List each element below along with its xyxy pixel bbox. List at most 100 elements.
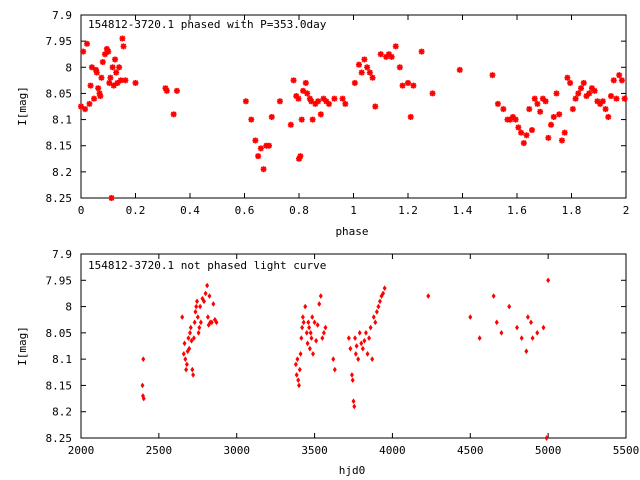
phased-data-point xyxy=(80,48,87,55)
phased-data-point xyxy=(605,113,612,120)
unphased-data-point xyxy=(141,395,146,402)
unphased-data-point xyxy=(184,361,189,368)
unphased-data-point xyxy=(190,366,195,373)
unphased-data-point xyxy=(198,303,203,310)
unphased-x-axis-label: hjd0 xyxy=(339,464,366,477)
phased-data-point xyxy=(342,100,349,107)
phased-data-point xyxy=(276,98,283,105)
phased-data-point xyxy=(308,98,315,105)
unphased-data-point xyxy=(191,335,196,341)
unphased-data-point xyxy=(300,314,305,320)
unphased-data-point xyxy=(352,403,357,410)
unphased-y-tick-label: 8.2 xyxy=(52,406,72,419)
unphased-data-point xyxy=(298,351,303,357)
phased-data-point xyxy=(107,74,114,81)
phased-data-point xyxy=(87,82,94,89)
phased-y-tick-label: 8.25 xyxy=(46,192,73,205)
unphased-data-point xyxy=(360,345,365,352)
phased-data-point xyxy=(558,137,565,144)
phased-data-point xyxy=(385,51,392,58)
phased-data-point xyxy=(569,106,576,113)
phased-data-point xyxy=(355,61,362,68)
unphased-data-point xyxy=(494,319,499,326)
phased-data-point xyxy=(96,90,103,97)
unphased-data-point xyxy=(350,377,355,383)
unphased-data-point xyxy=(371,314,376,320)
unphased-data-point xyxy=(332,366,337,373)
phased-data-point xyxy=(610,77,617,84)
unphased-data-point xyxy=(198,319,203,326)
phased-data-points xyxy=(78,35,628,201)
phased-data-point xyxy=(325,100,332,107)
unphased-data-point xyxy=(294,372,299,378)
phased-data-point xyxy=(86,100,93,107)
unphased-y-tick-label: 8.1 xyxy=(52,353,72,366)
phased-data-point xyxy=(599,98,606,105)
phased-data-point xyxy=(290,77,297,84)
phased-data-point xyxy=(252,137,259,144)
phased-data-point xyxy=(97,93,104,100)
unphased-data-point xyxy=(363,330,368,336)
unphased-x-tick-label: 5000 xyxy=(535,444,562,457)
unphased-data-point xyxy=(308,330,313,336)
phased-data-point xyxy=(108,195,115,201)
unphased-data-point xyxy=(365,351,370,357)
phased-data-point xyxy=(293,93,300,100)
unphased-data-point xyxy=(351,398,356,405)
phased-data-point xyxy=(542,98,549,105)
phased-data-point xyxy=(526,106,533,113)
phased-plot-frame xyxy=(80,14,627,199)
phased-data-point xyxy=(83,40,90,47)
phased-data-point xyxy=(621,95,628,102)
phased-data-point xyxy=(255,153,262,160)
unphased-data-point xyxy=(303,303,308,310)
unphased-data-point xyxy=(530,335,535,341)
unphased-data-point xyxy=(297,366,302,373)
unphased-data-point xyxy=(368,324,373,331)
phased-data-point xyxy=(323,98,330,105)
phased-data-point xyxy=(575,90,582,97)
unphased-data-point xyxy=(295,356,300,362)
unphased-data-point xyxy=(181,351,186,357)
unphased-data-point xyxy=(331,356,336,362)
phased-data-point xyxy=(591,87,598,94)
unphased-y-tick-label: 8.25 xyxy=(46,432,73,445)
unphased-x-tick-label: 3000 xyxy=(223,444,250,457)
phased-data-point xyxy=(586,90,593,97)
unphased-data-point xyxy=(377,298,382,305)
unphased-data-point xyxy=(141,356,146,362)
unphased-x-tick-label: 3500 xyxy=(301,444,328,457)
unphased-data-point xyxy=(310,314,315,320)
phased-data-point xyxy=(618,77,625,84)
phased-x-tick-label: 1.8 xyxy=(562,204,582,217)
phased-x-tick-label: 0.4 xyxy=(180,204,200,217)
phased-data-point xyxy=(93,69,100,76)
unphased-data-point xyxy=(535,330,540,336)
phased-data-point xyxy=(298,116,305,123)
phased-data-point xyxy=(248,116,255,123)
unphased-data-point xyxy=(182,340,187,347)
phased-data-point xyxy=(109,64,116,71)
phased-data-point xyxy=(331,95,338,102)
unphased-chart: 154812-3720.1 not phased light curve hjd… xyxy=(16,248,639,477)
phased-data-point xyxy=(561,129,568,136)
phased-x-tick-label: 0.2 xyxy=(126,204,146,217)
unphased-y-axis-label: I[mag] xyxy=(16,326,29,366)
unphased-data-point xyxy=(323,324,328,331)
phased-data-point xyxy=(550,113,557,120)
unphased-data-point xyxy=(195,314,200,320)
phased-data-point xyxy=(260,166,267,173)
unphased-data-point xyxy=(525,314,530,320)
unphased-data-point xyxy=(376,303,381,310)
unphased-data-point xyxy=(353,351,358,357)
phased-data-point xyxy=(361,56,368,63)
phased-data-point xyxy=(306,95,313,102)
phased-data-point xyxy=(616,72,623,79)
phased-y-tick-label: 7.9 xyxy=(52,9,72,22)
unphased-data-point xyxy=(195,298,199,305)
phased-data-point xyxy=(117,77,124,84)
phased-data-point xyxy=(300,87,307,94)
unphased-data-point xyxy=(307,324,312,331)
phased-data-point xyxy=(512,116,519,123)
